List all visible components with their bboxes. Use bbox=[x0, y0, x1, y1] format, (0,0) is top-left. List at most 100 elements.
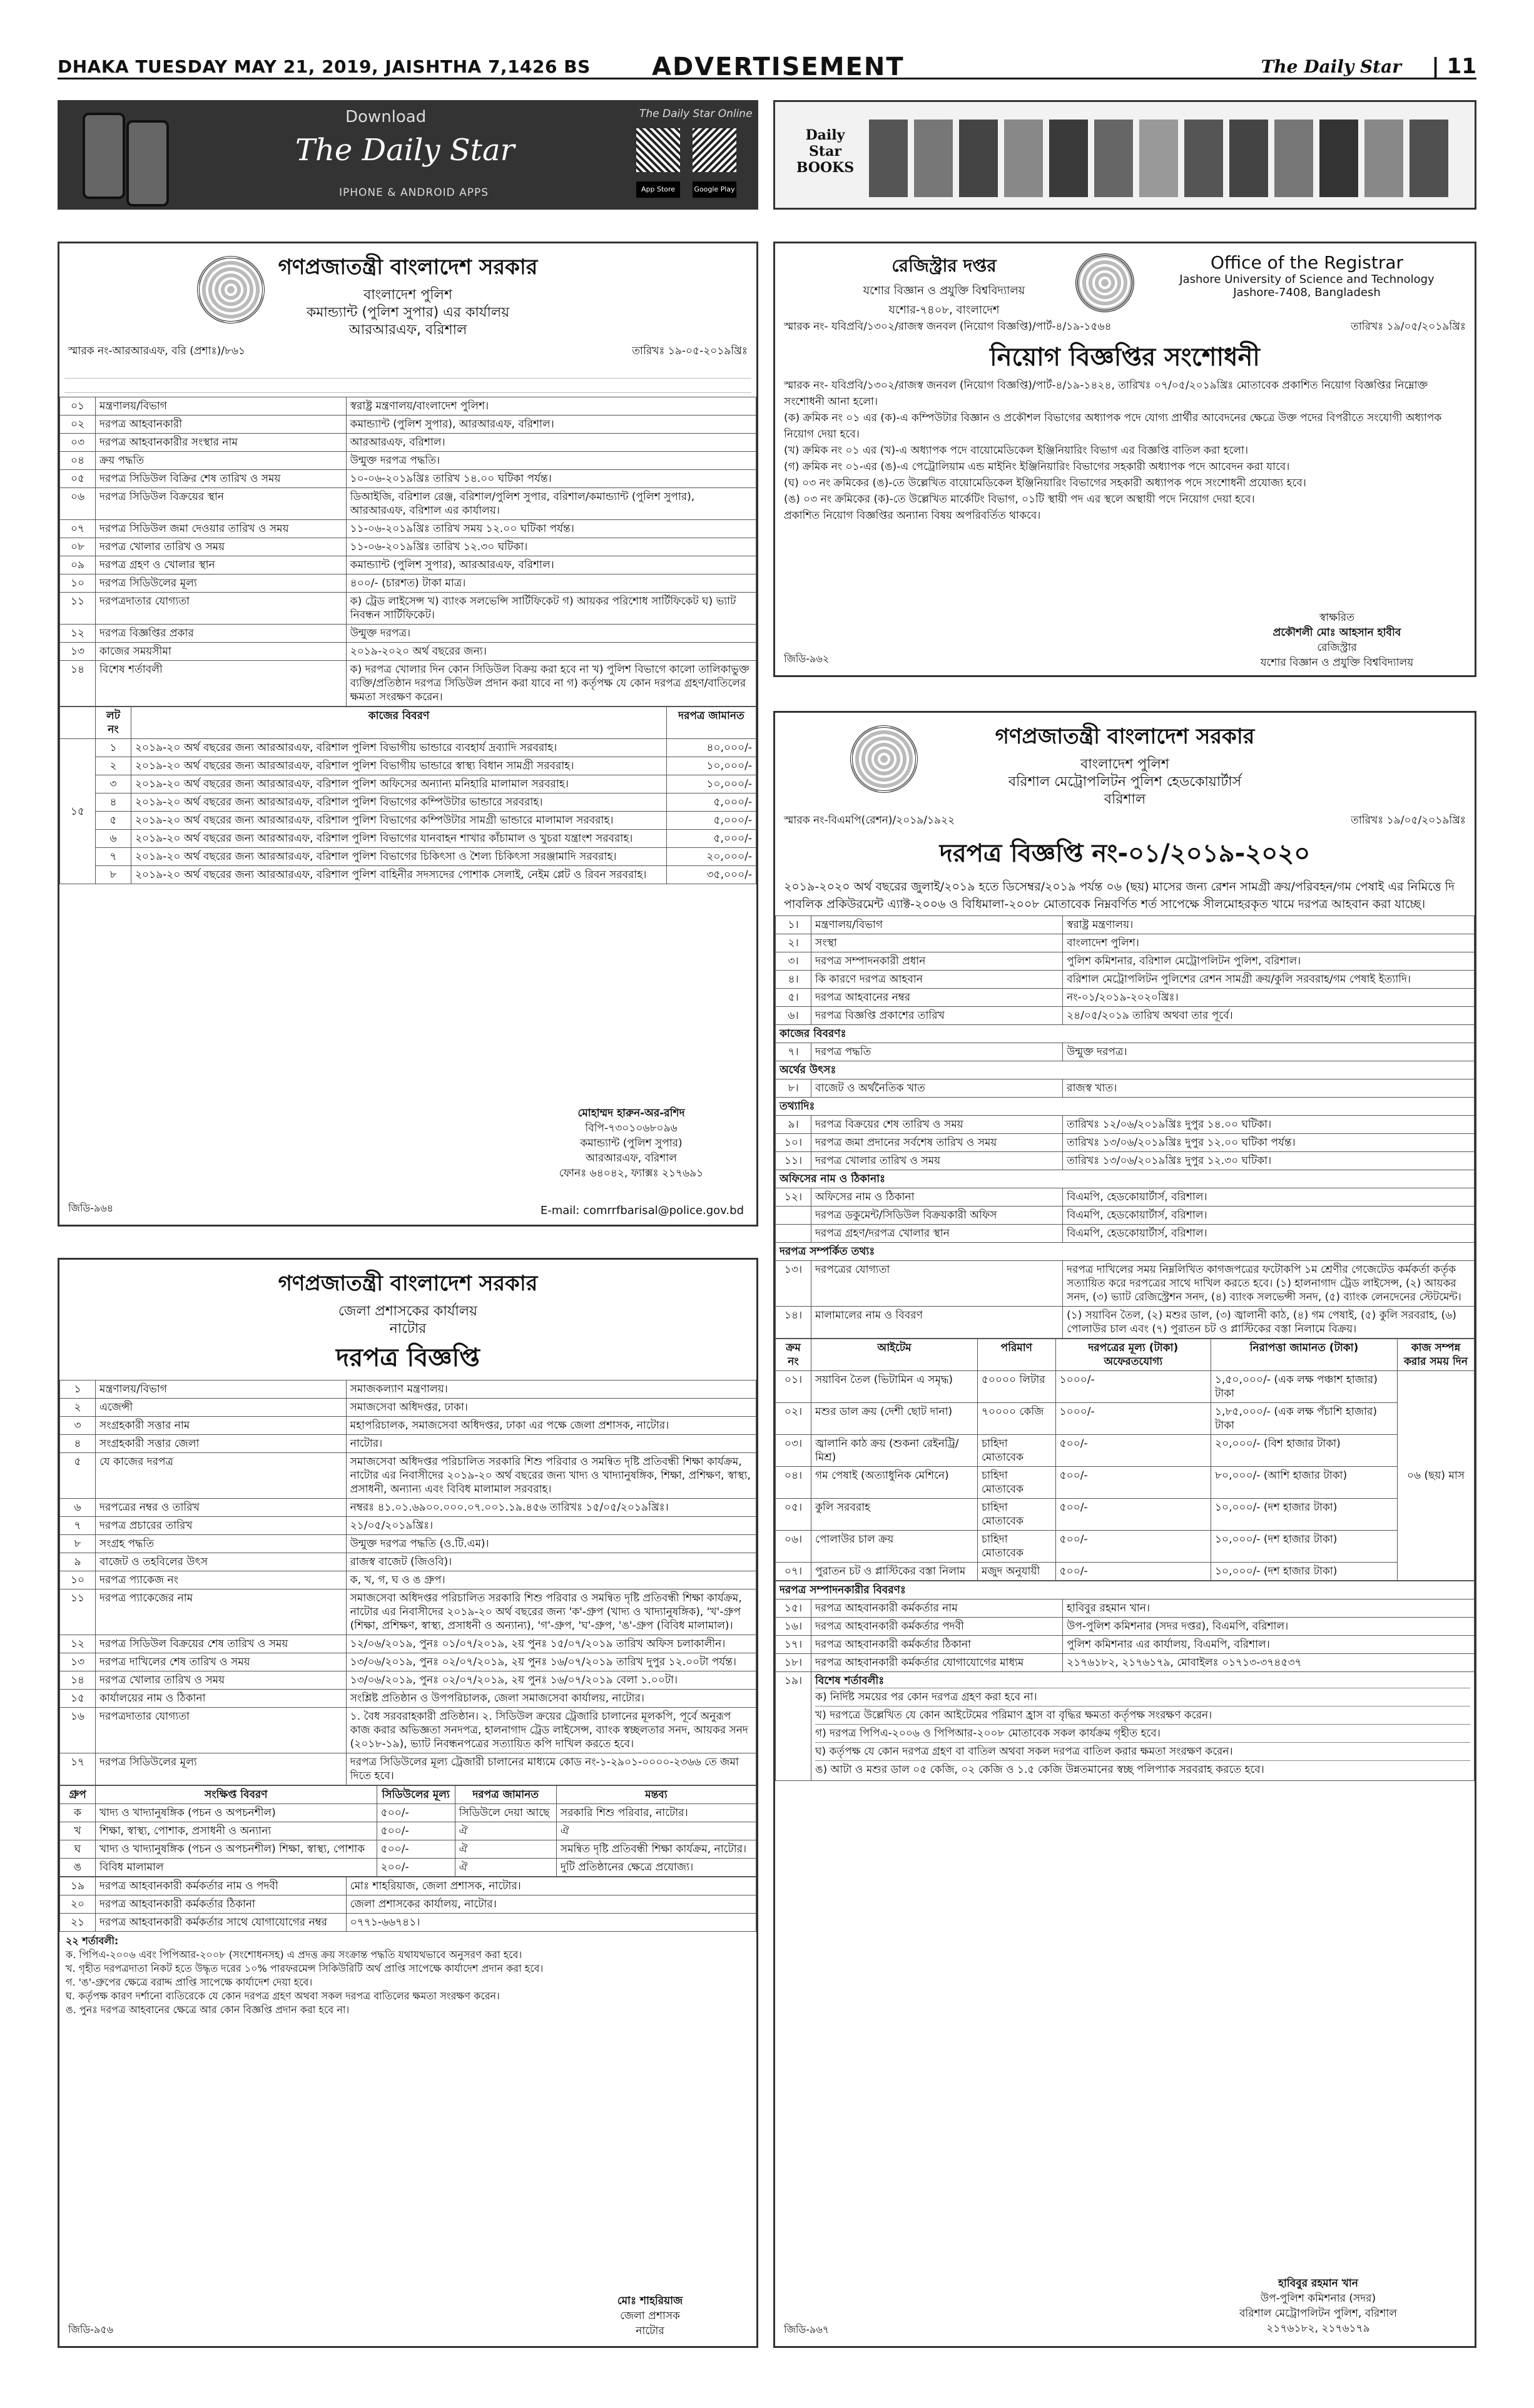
item-name: মশুর ডাল ক্রয় (দেশী ছোট দানা) bbox=[811, 1402, 978, 1435]
row-label: দরপত্র আহবানকারী কর্মকর্তার সাথে যোগাযোগ… bbox=[95, 1913, 347, 1932]
table-row: ১৩ কাজের সময়সীমা ২০১৯-২০২০ অর্থ বছরের জন্… bbox=[59, 642, 757, 661]
row-label: দরপত্র প্যাকেজের নাম bbox=[95, 1589, 347, 1635]
book-cover bbox=[1229, 120, 1268, 197]
table-header-row: ক্রম নং আইটেম পরিমাণ দরপত্রের মূল্য (টাকা) … bbox=[775, 1339, 1475, 1371]
row-value: উন্মুক্ত দরপত্র। bbox=[1062, 1043, 1475, 1061]
column-header: কাজ সম্পন্ন করার সময় দিন bbox=[1397, 1339, 1475, 1371]
item-name: জ্বালানি কাঠ ক্রয় (শুকনা রেইনট্রি/মিশ্র… bbox=[811, 1434, 978, 1467]
memo-number: স্মারক নং- যবিপ্রবি/১৩০২/রাজস্ব জনবল (নি… bbox=[784, 320, 1112, 333]
app-download-banner[interactable]: Download The Daily Star IPHONE & ANDROID… bbox=[58, 100, 758, 210]
item-quantity: চাহিদা মোতাবেক bbox=[977, 1498, 1056, 1531]
row-value: দরপত্র সিডিউলের মূল্য ট্রেজারী চালানের ম… bbox=[345, 1753, 757, 1785]
bmp-table: ১। মন্ত্রণালয়/বিভাগ স্বরাষ্ট্র মন্ত্রণালয… bbox=[775, 916, 1475, 1339]
security-amount: ঐ bbox=[454, 1822, 557, 1840]
row-number: ০২ bbox=[59, 415, 96, 434]
lot-row: ৬ ২০১৯-২০ অর্থ বছরের জন্য আরআরএফ, বরিশাল … bbox=[60, 829, 756, 848]
phone-icon bbox=[126, 120, 169, 207]
banner-brand: The Daily Star bbox=[295, 133, 515, 168]
row-label: দরপত্র আহবানকারী bbox=[95, 415, 347, 434]
lot-security: ৪০,০০০/- bbox=[666, 738, 756, 757]
row-value: মহাপরিচালক, সমাজসেবা অধিদপ্তর, ঢাকা এর প… bbox=[345, 1416, 757, 1435]
row-label: দরপত্র সিডিউল জমা দেওয়ার তারিখ ও সময় bbox=[95, 519, 347, 538]
lot-description: ২০১৯-২০ অর্থ বছরের জন্য আরআরএফ, বরিশাল প… bbox=[131, 793, 667, 812]
item-name: কুলি সরবরাহ bbox=[811, 1498, 978, 1531]
row-value: কমান্ড্যান্ট (পুলিশ সুপার), আরআরএফ, বরিশ… bbox=[345, 556, 757, 574]
row-number: ০৩ bbox=[59, 433, 96, 452]
row-label: দরপত্র আহবানকারী কর্মকর্তার নাম ও পদবী bbox=[95, 1877, 347, 1895]
row-value: সংশ্লিষ্ট প্রতিষ্ঠান ও উপপরিচালক, জেলা স… bbox=[345, 1689, 757, 1708]
contact-email[interactable]: E-mail: comrrfbarisal@police.gov.bd bbox=[540, 1204, 744, 1217]
row-number: ০১ bbox=[59, 397, 96, 416]
books-banner[interactable]: Daily Star BOOKS bbox=[773, 100, 1476, 210]
notice-subtitle: বাংলাদেশ পুলিশ bbox=[363, 287, 452, 303]
row-number: ০৯ bbox=[59, 556, 96, 574]
group-code: খ bbox=[59, 1822, 96, 1840]
table-row: ১৪ দরপত্র খোলার তারিখ ও সময় ১৩/০৬/২০১৯, প… bbox=[59, 1671, 757, 1690]
item-row: ০৫। কুলি সরবরাহ চাহিদা মোতাবেক ৫০০/- ১০,০০০/… bbox=[775, 1498, 1475, 1531]
column-header: দরপত্র জামানত bbox=[666, 707, 756, 739]
row-number: ৭ bbox=[59, 1516, 96, 1535]
row-label: ক্রয় পদ্ধতি bbox=[95, 451, 347, 470]
memo-line: স্মারক নং- যবিপ্রবি/১৩০২/রাজস্ব জনবল (নি… bbox=[784, 319, 1466, 336]
table-row: ১৬। দরপত্র আহবানকারী কর্মকর্তার পদবী উপ-পু… bbox=[775, 1617, 1475, 1636]
item-name: গম পেষাই (অত্যাধুনিক মেশিনে) bbox=[811, 1466, 978, 1499]
signature-block: মোহাম্মদ হারুন-অর-রশিদ বিপি-৭৩০১০৬৮০৯৬ ক… bbox=[531, 1106, 731, 1181]
row-label: অফিসের নাম ও ঠিকানা bbox=[810, 1188, 1064, 1207]
row-label: সংগ্রহকারী সত্তার জেলা bbox=[95, 1434, 347, 1453]
table-row: ৬ দরপত্রের নম্বর ও তারিখ নম্বরঃ ৪১.০১.৬৯০০… bbox=[59, 1498, 757, 1517]
item-number: ০২। bbox=[775, 1402, 811, 1435]
notice-subtitle: বরিশাল মেট্রোপলিটন পুলিশ হেডকোয়ার্টার্স bbox=[1008, 774, 1242, 790]
item-number: ০৭। bbox=[775, 1562, 811, 1581]
row-number: ১৯। bbox=[775, 1671, 811, 1781]
row-label: বাজেট ও অর্থনৈতিক খাত bbox=[810, 1079, 1064, 1098]
row-value: (১) সয়াবিন তৈল, (২) মশুর ডাল, (৩) জ্বাল… bbox=[1062, 1306, 1475, 1339]
row-label: দরপত্র খোলার তারিখ ও সময় bbox=[95, 538, 347, 556]
group-description: খাদ্য ও খাদ্যানুষঙ্গিক (পচন ও অপচনশীল) bbox=[95, 1803, 377, 1822]
header-rule bbox=[58, 78, 1476, 79]
table-row: ১৪। মালামালের নাম ও বিবরণ (১) সয়াবিন তৈল,… bbox=[775, 1306, 1475, 1339]
row-label: দরপত্র গ্রহণ/দরপত্র খোলার স্থান bbox=[810, 1224, 1064, 1243]
column-header: সংক্ষিপ্ত বিবরণ bbox=[95, 1785, 377, 1804]
special-term: খ) দরপত্রে উল্লেখিত যে কোন আইটেমের পরিমা… bbox=[815, 1706, 1470, 1724]
row-number: ১৬। bbox=[775, 1617, 811, 1636]
table-row: ১২। অফিসের নাম ও ঠিকানা বিএমপি, হেডকোয়ার্… bbox=[775, 1188, 1475, 1207]
special-term: ঘ) কর্তৃপক্ষ যে কোন দরপত্র গ্রহণ বা বাতি… bbox=[815, 1742, 1470, 1760]
row-value: বিএমপি, হেডকোয়ার্টার্স, বরিশাল। bbox=[1062, 1188, 1475, 1207]
book-cover bbox=[1139, 120, 1178, 197]
registrar-bn-header: রেজিস্ট্রার দপ্তর যশোর বিজ্ঞান ও প্রযুক্… bbox=[831, 252, 1057, 320]
table-row: ০৭ দরপত্র সিডিউল জমা দেওয়ার তারিখ ও সময়… bbox=[59, 519, 757, 538]
item-quantity: চাহিদা মোতাবেক bbox=[977, 1434, 1056, 1467]
row-number: ১৩ bbox=[59, 642, 96, 661]
body-paragraph: স্মারক নং- যবিপ্রবি/১৩০২/রাজস্ব জনবল (নি… bbox=[784, 379, 1428, 408]
govt-emblem-icon bbox=[197, 256, 265, 324]
row-number: ১৬ bbox=[59, 1707, 96, 1753]
group-code: ঙ bbox=[59, 1858, 96, 1877]
lot-security: ৫,০০০/- bbox=[666, 793, 756, 812]
signer-office: বরিশাল মেট্রোপলিটন পুলিশ, বরিশাল bbox=[1239, 2307, 1398, 2320]
row-value: বাংলাদেশ পুলিশ। bbox=[1062, 934, 1475, 952]
table-row: ১ মন্ত্রণালয়/বিভাগ সমাজকল্যাণ মন্ত্রণালয়… bbox=[59, 1380, 757, 1399]
table-row: ১১। দরপত্র খোলার তারিখ ও সময় তারিখঃ ১৩/০৬… bbox=[775, 1151, 1475, 1170]
row-number: ১২। bbox=[775, 1188, 811, 1207]
lot-row: ১৫ ১ ২০১৯-২০ অর্থ বছরের জন্য আরআরএফ, বরিশা… bbox=[59, 738, 756, 884]
table-row: ৫ যে কাজের দরপত্র সমাজসেবা অধিদপ্তর পরিচাল… bbox=[59, 1452, 757, 1499]
row-label: দরপত্র সিডিউলের মূল্য bbox=[95, 1753, 347, 1785]
column-header: সিডিউলের মূল্য bbox=[376, 1785, 455, 1804]
section-label: অফিসের নাম ও ঠিকানাঃ bbox=[775, 1170, 1475, 1188]
lot-description: ২০১৯-২০ অর্থ বছরের জন্য আরআরএফ, বরিশাল প… bbox=[131, 847, 667, 866]
item-row: ০৬। পোলাউর চাল ক্রয় চাহিদা মোতাবেক ৫০০/- ১০… bbox=[775, 1530, 1475, 1563]
row-number: ০৬ bbox=[59, 487, 96, 520]
row-label: দরপত্র প্রচারের তারিখ bbox=[95, 1516, 347, 1535]
row-value: হাবিবুর রহমান খান। bbox=[1062, 1599, 1475, 1618]
google-play-badge[interactable]: Google Play bbox=[693, 181, 736, 198]
signer-role: রেজিস্ট্রার bbox=[1317, 641, 1357, 654]
item-number: ০৬। bbox=[775, 1530, 811, 1563]
item-number: ০৩। bbox=[775, 1434, 811, 1467]
group-description: খাদ্য ও খাদ্যানুষঙ্গিক (পচন ও অপচনশীল) শ… bbox=[95, 1840, 377, 1859]
row-label: দরপত্র সিডিউল বিক্রয়ের শেষ তারিখ ও সময় bbox=[95, 1635, 347, 1653]
app-store-badge[interactable]: App Store bbox=[636, 181, 680, 198]
row-number bbox=[775, 1206, 811, 1225]
registrar-notice: রেজিস্ট্রার দপ্তর যশোর বিজ্ঞান ও প্রযুক্… bbox=[773, 242, 1476, 677]
section-label: তথ্যাদিঃ bbox=[775, 1097, 1475, 1116]
download-label: Download bbox=[345, 108, 427, 126]
